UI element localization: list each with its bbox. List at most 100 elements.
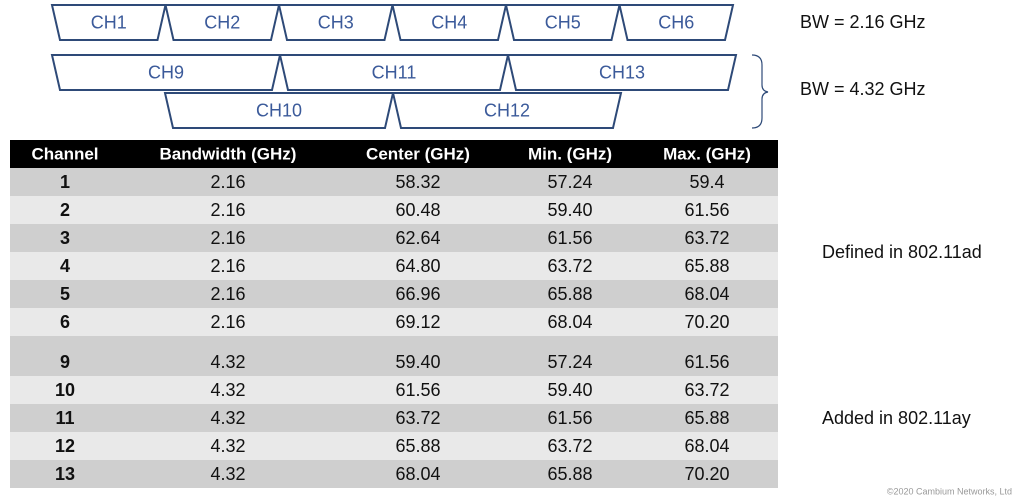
table-cell: 65.88 [547,284,592,304]
table-cell: 57.24 [547,172,592,192]
channel-label: CH1 [91,12,127,32]
table-cell: 3 [60,228,70,248]
table-cell: 63.72 [547,436,592,456]
table-cell: 65.88 [395,436,440,456]
header-cell: Max. (GHz) [663,144,751,163]
table-cell: 60.48 [395,200,440,220]
table-cell: 5 [60,284,70,304]
table-cell: 10 [55,380,75,400]
channel-block [506,54,738,91]
channel-block [391,92,623,129]
bw-label: BW = 2.16 GHz [800,12,926,32]
table-row [10,460,778,488]
table-cell: 69.12 [395,312,440,332]
table-cell: 2.16 [210,228,245,248]
channel-label: CH12 [484,100,530,120]
table-cell: 65.88 [684,408,729,428]
channel-block [391,4,508,41]
channel-label: CH3 [318,12,354,32]
table-cell: 59.40 [547,380,592,400]
header-cell: Center (GHz) [366,144,470,163]
table-row [10,348,778,376]
table-cell: 4 [60,256,70,276]
table-cell: 2.16 [210,200,245,220]
table-cell: 65.88 [684,256,729,276]
table-cell: 1 [60,172,70,192]
bw-label: BW = 4.32 GHz [800,79,926,99]
table-cell: 68.04 [684,436,729,456]
channel-label: CH6 [658,12,694,32]
table-cell: 61.56 [684,352,729,372]
table-cell: 11 [55,408,74,428]
channel-label: CH13 [599,62,645,82]
table-row [10,308,778,336]
table-cell: 57.24 [547,352,592,372]
table-cell: 61.56 [684,200,729,220]
table-cell: 63.72 [395,408,440,428]
table-cell: 4.32 [210,464,245,484]
row-separator [10,336,778,348]
channel-block [618,4,735,41]
table-cell: 64.80 [395,256,440,276]
table-cell: 9 [60,352,70,372]
table-cell: 4.32 [210,408,245,428]
channel-block [50,54,282,91]
table-cell: 6 [60,312,70,332]
table-row [10,196,778,224]
table-row [10,376,778,404]
channel-label: CH11 [372,62,417,82]
table-cell: 68.04 [684,284,729,304]
table-cell: 63.72 [547,256,592,276]
table-cell: 61.56 [395,380,440,400]
table-cell: 61.56 [547,408,592,428]
channel-block [277,4,394,41]
table-cell: 4.32 [210,380,245,400]
table-row [10,252,778,280]
channel-block [504,4,621,41]
table-cell: 70.20 [684,312,729,332]
table-cell: 65.88 [547,464,592,484]
channel-label: CH4 [431,12,467,32]
brace [751,54,769,129]
channel-label: CH9 [148,62,184,82]
table-cell: 4.32 [210,436,245,456]
table-cell: 63.72 [684,228,729,248]
table-cell: 2.16 [210,172,245,192]
channel-block [163,92,395,129]
table-cell: 4.32 [210,352,245,372]
table-cell: 2.16 [210,312,245,332]
table-cell: 59.4 [689,172,724,192]
group-label: Added in 802.11ay [822,408,971,428]
channel-label: CH10 [256,100,302,120]
table-cell: 68.04 [547,312,592,332]
group-label: Defined in 802.11ad [822,242,982,262]
table-row [10,168,778,196]
table-header [10,140,778,168]
header-cell: Channel [31,144,98,163]
table-row [10,432,778,460]
channel-block [278,54,510,91]
table-cell: 2.16 [210,284,245,304]
table-row [10,404,778,432]
table-row [10,280,778,308]
channel-label: CH5 [545,12,581,32]
table-cell: 12 [55,436,75,456]
table-cell: 13 [55,464,75,484]
table-cell: 68.04 [395,464,440,484]
table-cell: 61.56 [547,228,592,248]
table-cell: 59.40 [547,200,592,220]
footer: ©2020 Cambium Networks, Ltd [887,486,1012,496]
table-cell: 63.72 [684,380,729,400]
table-cell: 70.20 [684,464,729,484]
table-cell: 58.32 [395,172,440,192]
channel-block [164,4,281,41]
table-row [10,224,778,252]
table-cell: 59.40 [395,352,440,372]
header-cell: Bandwidth (GHz) [160,144,297,163]
table-cell: 66.96 [395,284,440,304]
table-cell: 62.64 [395,228,440,248]
channel-block [50,4,167,41]
channel-label: CH2 [204,12,240,32]
table-cell: 2.16 [210,256,245,276]
